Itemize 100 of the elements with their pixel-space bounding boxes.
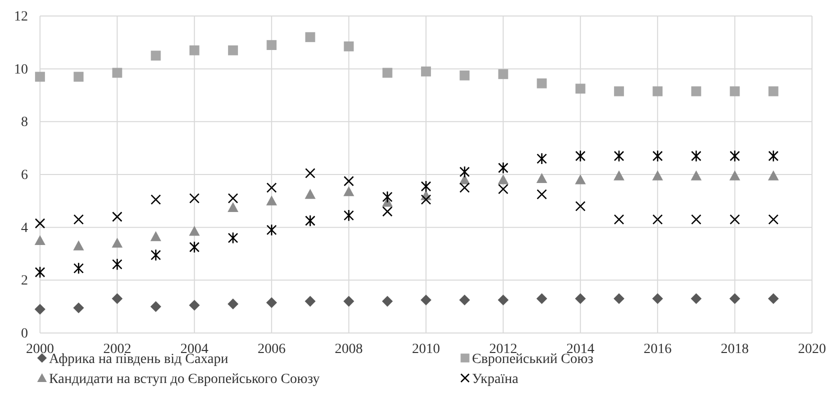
point (112, 258, 122, 270)
point (382, 206, 393, 217)
point (614, 214, 624, 225)
point (730, 150, 740, 162)
x-tick-label: 2018 (720, 342, 749, 357)
x-tick-label: 2006 (258, 342, 286, 357)
point (112, 212, 122, 222)
point (420, 294, 432, 306)
y-tick-label: 6 (21, 168, 28, 183)
x-tick-label: 2016 (644, 342, 672, 357)
point (35, 72, 45, 82)
point (112, 293, 123, 304)
point (498, 294, 509, 306)
point (459, 166, 470, 178)
point (536, 152, 547, 165)
point (266, 182, 277, 193)
point (266, 196, 277, 206)
point (228, 232, 238, 244)
point (150, 50, 161, 61)
point (73, 214, 84, 225)
point (768, 214, 779, 225)
point (614, 150, 624, 162)
point (690, 170, 702, 180)
point (459, 182, 470, 193)
point (266, 297, 277, 308)
point (536, 189, 547, 200)
point (421, 66, 431, 76)
point (266, 40, 277, 50)
point (420, 194, 432, 205)
point (498, 69, 508, 80)
point (575, 201, 586, 212)
point (73, 262, 84, 274)
point (74, 72, 84, 82)
point (768, 170, 779, 180)
point (575, 293, 586, 304)
point (150, 301, 162, 312)
point (690, 293, 702, 304)
point (228, 193, 238, 204)
point (459, 294, 470, 306)
x-tick-label: 2020 (798, 342, 826, 357)
point (150, 194, 161, 205)
point (305, 168, 316, 178)
legend-label: Європейський Союз (472, 352, 594, 367)
point (112, 238, 123, 248)
point (150, 249, 161, 262)
point (305, 32, 316, 42)
point (228, 202, 238, 212)
x-tick-label: 2010 (412, 342, 440, 357)
point (189, 300, 200, 311)
point (652, 170, 663, 180)
point (575, 84, 586, 94)
point (34, 218, 46, 229)
point (575, 150, 586, 162)
point (768, 86, 778, 96)
point (614, 293, 624, 304)
point (34, 266, 46, 278)
point (768, 293, 779, 304)
point (768, 150, 779, 162)
point (729, 293, 740, 304)
point (382, 296, 393, 307)
y-tick-label: 4 (21, 220, 28, 236)
point (304, 296, 316, 307)
point (73, 240, 84, 250)
point (189, 45, 200, 56)
point (691, 86, 702, 96)
y-tick-label: 8 (21, 115, 28, 130)
y-tick-label: 0 (21, 326, 28, 342)
point (730, 86, 740, 96)
point (34, 304, 46, 315)
point (343, 296, 354, 307)
point (228, 45, 238, 56)
point (34, 235, 46, 246)
point (344, 41, 354, 52)
point (304, 188, 316, 199)
point (344, 209, 354, 222)
point (614, 170, 624, 180)
point (420, 180, 432, 192)
legend-label: Україна (472, 372, 520, 387)
point (652, 86, 663, 96)
point (614, 86, 624, 96)
point (344, 176, 354, 186)
point (189, 193, 200, 204)
point (691, 150, 702, 162)
y-tick-label: 12 (14, 9, 28, 24)
point (228, 298, 238, 310)
point (305, 214, 316, 227)
point (343, 186, 354, 196)
point (498, 184, 508, 194)
point (652, 214, 663, 225)
y-tick-label: 10 (14, 62, 28, 78)
point (652, 293, 663, 304)
y-tick-label: 2 (21, 274, 28, 289)
point (189, 226, 200, 236)
point (73, 302, 84, 314)
point (382, 190, 393, 204)
point (652, 150, 663, 162)
point (575, 174, 586, 184)
point (189, 241, 200, 254)
point (536, 293, 548, 304)
point (498, 162, 508, 174)
